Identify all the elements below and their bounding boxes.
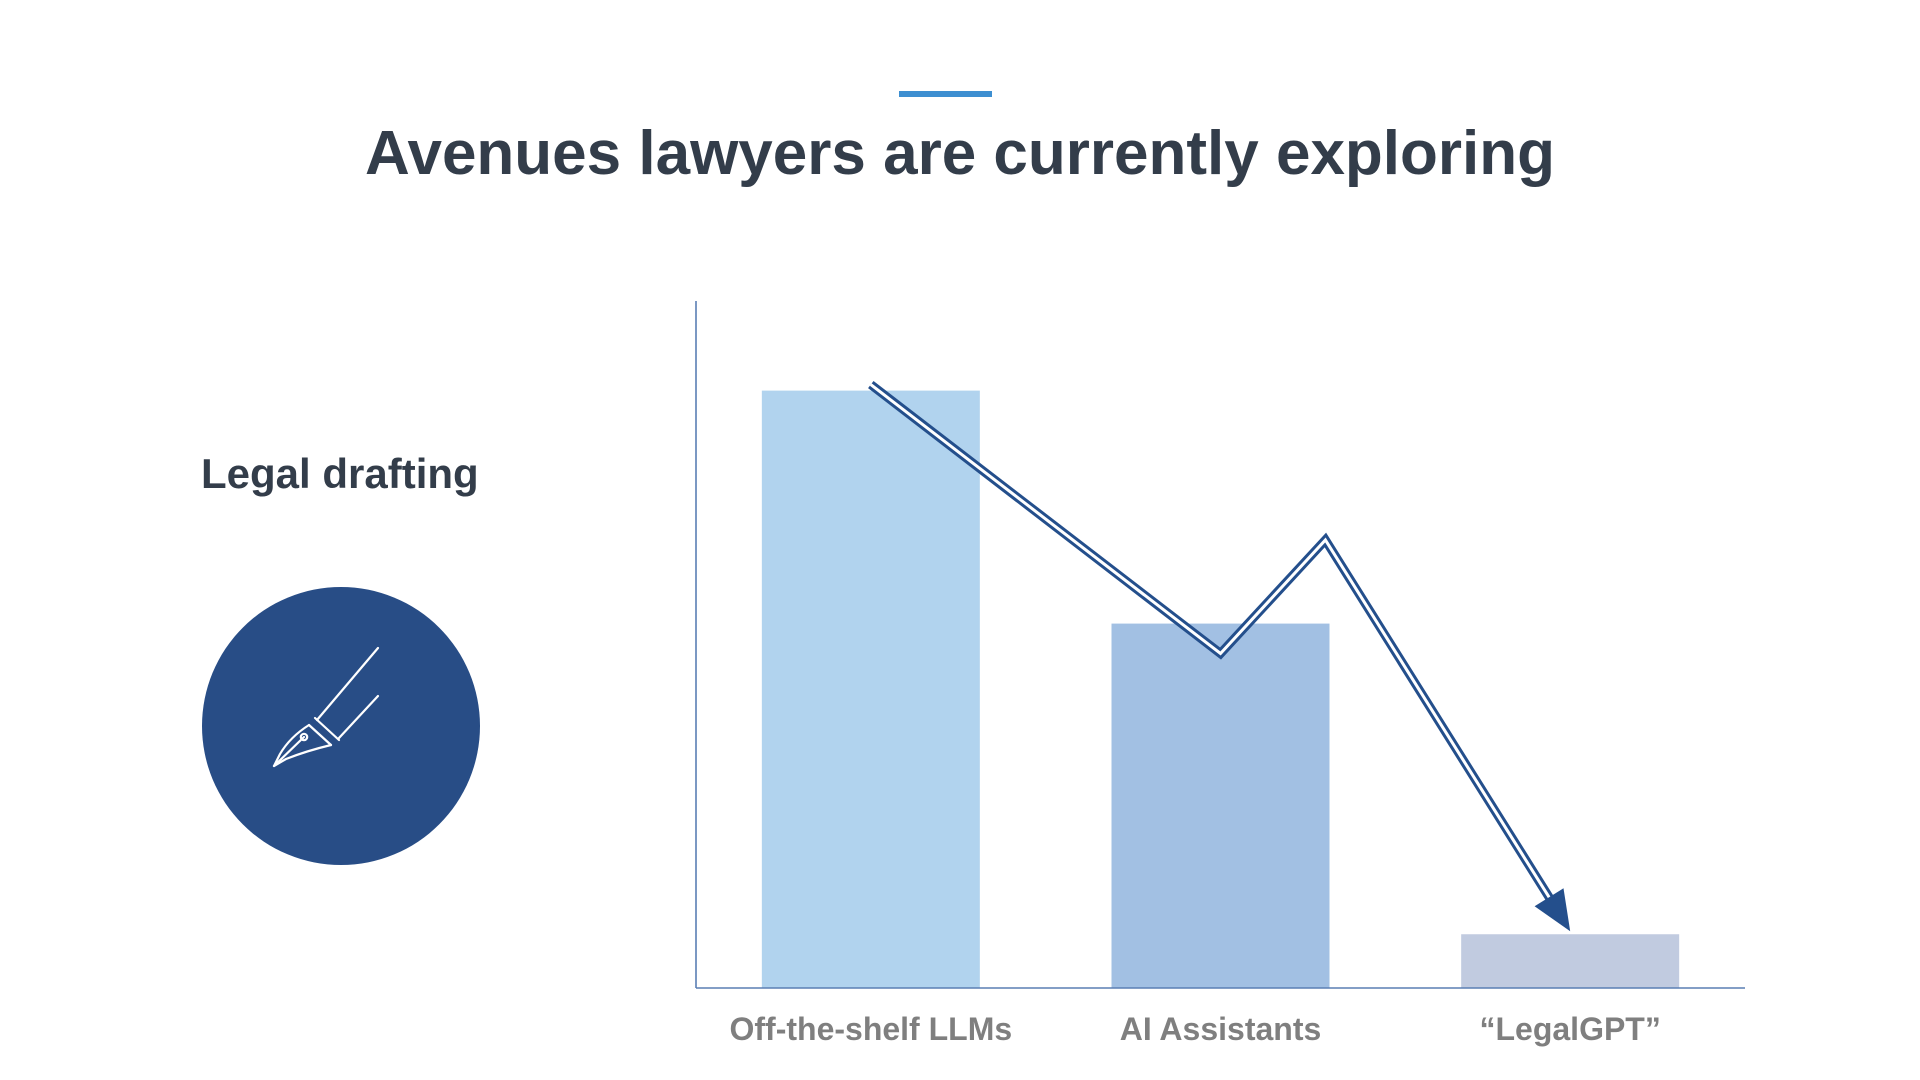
page-title: Avenues lawyers are currently exploring (365, 119, 1555, 188)
section-label: Legal drafting (201, 450, 479, 497)
x-tick-label: “LegalGPT” (1479, 1011, 1660, 1047)
x-tick-label: AI Assistants (1120, 1011, 1322, 1047)
fountain-pen-icon (272, 646, 380, 768)
trend-arrow (868, 381, 1571, 932)
bar-3 (1461, 934, 1680, 988)
x-tick-label: Off-the-shelf LLMs (730, 1011, 1013, 1047)
trend-arrow-head (1534, 888, 1571, 932)
trend-arrow-shaft-inner (869, 383, 1553, 902)
icon-badge (202, 587, 480, 865)
bar-2 (1111, 623, 1330, 988)
bar-1 (761, 390, 980, 988)
title-accent-bar (899, 91, 992, 97)
